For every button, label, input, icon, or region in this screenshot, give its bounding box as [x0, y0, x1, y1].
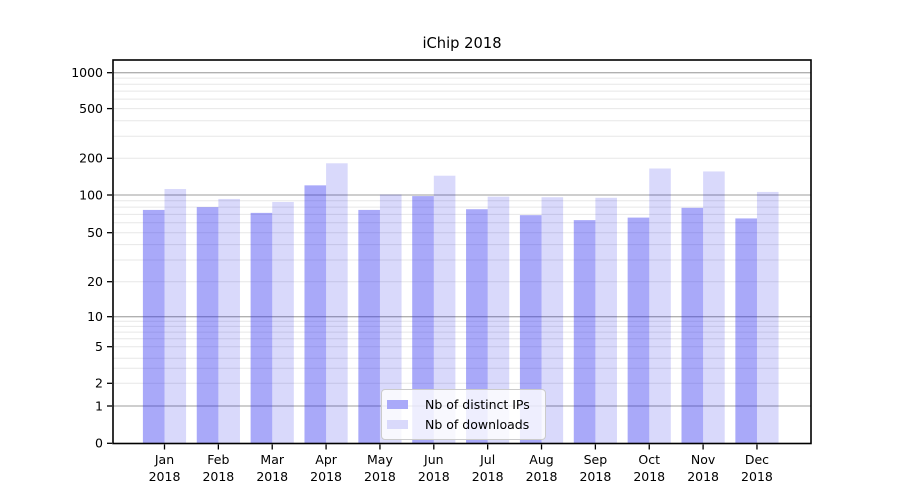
bar-ips-oct: [627, 217, 650, 444]
y-tick-label-5: 5: [95, 339, 103, 354]
y-tick-label-200: 200: [79, 151, 103, 166]
bar-ips-nov: [681, 207, 704, 444]
x-tick-year-jul: 2018: [472, 469, 504, 484]
plot-spines: [112, 59, 812, 445]
x-tick-year-sep: 2018: [579, 469, 611, 484]
y-tick-label-500: 500: [79, 101, 103, 116]
y-tick-label-20: 20: [87, 274, 103, 289]
bar-ips-feb: [196, 207, 219, 444]
bar-ips-may: [358, 209, 380, 444]
x-tick-year-aug: 2018: [526, 469, 558, 484]
bar-downloads-oct: [649, 168, 671, 444]
bar-ips-sep: [573, 220, 596, 444]
y-tick-label-1000: 1000: [71, 65, 103, 80]
bar-downloads-may: [379, 194, 402, 444]
y-tick-label-1: 1: [95, 398, 103, 413]
legend-item-distinct-ips: Nb of distinct IPs: [387, 396, 537, 413]
bar-downloads-dec: [756, 191, 779, 444]
x-tick-year-jun: 2018: [418, 469, 450, 484]
x-tick-year-apr: 2018: [310, 469, 342, 484]
x-tick-year-mar: 2018: [256, 469, 288, 484]
bar-downloads-jun: [433, 175, 456, 444]
bar-downloads-nov: [703, 171, 725, 444]
bar-ips-jul: [466, 209, 488, 444]
x-tick-label-sep: Sep: [584, 452, 608, 467]
bar-ips-mar: [250, 212, 273, 444]
bar-downloads-aug: [541, 197, 564, 444]
legend-label-downloads: Nb of downloads: [425, 417, 530, 432]
x-tick-year-may: 2018: [364, 469, 396, 484]
y-tick-label-0: 0: [95, 436, 103, 451]
bar-downloads-apr: [326, 163, 348, 444]
legend-label-distinct-ips: Nb of distinct IPs: [425, 397, 530, 412]
y-tick-label-100: 100: [79, 187, 103, 202]
x-tick-year-dec: 2018: [741, 469, 773, 484]
bar-downloads-sep: [595, 197, 617, 444]
x-tick-label-jul: Jul: [479, 452, 495, 467]
x-tick-year-feb: 2018: [202, 469, 234, 484]
bar-ips-jun: [412, 196, 434, 444]
x-tick-label-aug: Aug: [529, 452, 553, 467]
x-tick-label-dec: Dec: [745, 452, 769, 467]
bar-downloads-jan: [164, 188, 187, 444]
x-tick-label-mar: Mar: [260, 452, 284, 467]
x-tick-label-jun: Jun: [423, 452, 444, 467]
y-tick-label-10: 10: [87, 309, 103, 324]
y-tick-label-2: 2: [95, 376, 103, 391]
x-tick-label-feb: Feb: [207, 452, 229, 467]
x-tick-year-nov: 2018: [687, 469, 719, 484]
bar-ips-jan: [142, 209, 165, 444]
bar-downloads-feb: [218, 198, 240, 444]
x-tick-year-jan: 2018: [149, 469, 181, 484]
x-tick-label-nov: Nov: [691, 452, 716, 467]
x-tick-label-oct: Oct: [638, 452, 660, 467]
y-tick-label-50: 50: [87, 225, 103, 240]
chart-title: iChip 2018: [422, 35, 502, 52]
x-tick-label-apr: Apr: [315, 452, 337, 467]
legend: Nb of distinct IPs Nb of downloads: [381, 389, 546, 440]
bar-downloads-jul: [487, 196, 510, 444]
bar-ips-apr: [304, 185, 327, 444]
legend-item-downloads: Nb of downloads: [387, 416, 537, 433]
bar-downloads-mar: [272, 201, 294, 444]
x-tick-label-jan: Jan: [154, 452, 174, 467]
x-tick-year-oct: 2018: [633, 469, 665, 484]
bar-ips-aug: [519, 215, 542, 444]
legend-swatch-distinct-ips: [387, 400, 408, 409]
bar-ips-dec: [735, 218, 757, 444]
x-tick-label-may: May: [367, 452, 393, 467]
legend-swatch-downloads: [387, 420, 408, 429]
